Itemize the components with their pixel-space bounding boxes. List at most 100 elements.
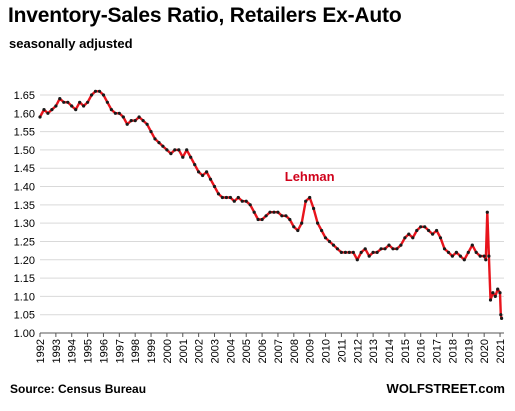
data-point [387, 243, 391, 247]
data-point [46, 111, 50, 115]
data-point [419, 225, 423, 229]
chart-subtitle: seasonally adjusted [9, 36, 133, 51]
data-point [359, 250, 363, 254]
data-point [474, 250, 478, 254]
y-tick-label: 1.25 [14, 236, 35, 248]
y-tick-label: 1.50 [14, 145, 35, 157]
data-point [129, 119, 133, 123]
data-point [105, 100, 109, 104]
data-point [177, 148, 181, 152]
data-point [54, 104, 58, 108]
data-point [500, 316, 504, 320]
y-tick-label: 1.20 [14, 255, 35, 267]
data-point [193, 163, 197, 167]
data-point [145, 122, 149, 126]
x-tick-label: 2012 [352, 339, 364, 363]
data-point [331, 243, 336, 247]
data-point [304, 199, 308, 203]
data-point [288, 217, 292, 222]
data-point [383, 247, 387, 251]
data-point [320, 228, 324, 233]
data-point [458, 254, 462, 258]
data-point [442, 247, 447, 251]
brand-logo-text: WOLFSTREET.com [386, 381, 505, 396]
x-tick-label: 2004 [225, 339, 237, 363]
data-point [216, 192, 221, 196]
data-point [498, 291, 502, 295]
data-point [165, 148, 169, 152]
x-tick-label: 2010 [321, 339, 333, 363]
x-tick-label: 2003 [209, 339, 221, 363]
data-point [244, 199, 248, 203]
data-point [379, 247, 383, 251]
data-point [367, 254, 371, 258]
data-point [292, 225, 296, 229]
data-point [121, 115, 125, 119]
data-point [339, 250, 343, 254]
data-point [308, 195, 312, 200]
x-tick-label: 1993 [51, 339, 63, 363]
data-point [185, 148, 189, 152]
data-point [205, 170, 209, 174]
x-tick-label: 1997 [114, 339, 126, 363]
x-tick-label: 2005 [241, 339, 253, 363]
x-tick-label: 2017 [432, 339, 444, 363]
x-tick-label: 2001 [178, 339, 190, 363]
data-point [272, 210, 276, 214]
data-point [363, 247, 367, 251]
data-point [240, 199, 244, 203]
data-point [482, 254, 486, 258]
data-point [491, 291, 495, 295]
data-point [236, 195, 240, 200]
x-tick-label: 1992 [35, 339, 47, 363]
x-tick-label: 2011 [336, 339, 348, 363]
data-point [375, 250, 379, 254]
axis-lines [39, 332, 504, 337]
data-point [268, 210, 272, 214]
y-tick-label: 1.60 [14, 108, 35, 120]
data-point [470, 243, 474, 247]
data-point [411, 236, 415, 240]
data-point [484, 258, 488, 262]
data-point [335, 247, 339, 251]
data-point [423, 225, 427, 229]
annotations: Lehman [285, 169, 335, 184]
data-point [399, 243, 403, 247]
data-point [93, 89, 98, 93]
data-point [173, 148, 177, 152]
data-point [427, 228, 431, 233]
data-point [431, 232, 435, 236]
y-tick-label: 1.40 [14, 182, 35, 194]
annotation-label: Lehman [285, 169, 335, 184]
data-point [66, 100, 70, 104]
data-point [117, 111, 121, 115]
data-point [296, 228, 300, 233]
data-point [284, 214, 288, 218]
data-point [141, 119, 145, 123]
data-point [395, 247, 399, 251]
data-point [97, 89, 102, 93]
data-point [446, 250, 451, 254]
data-point [327, 239, 332, 244]
x-tick-label: 2000 [162, 339, 174, 363]
x-tick-label: 2002 [194, 339, 206, 363]
y-tick-label: 1.05 [14, 310, 35, 322]
data-point [478, 254, 482, 258]
data-point [212, 184, 217, 189]
data-point [252, 210, 256, 214]
data-point [466, 250, 470, 254]
data-point [323, 236, 328, 240]
x-tick-label: 2015 [400, 339, 412, 363]
data-point [74, 108, 78, 112]
data-point [499, 313, 503, 317]
y-tick-labels: 1.00 1.05 1.10 1.15 1.20 1.25 1.30 1.35 1.40 1.45… [14, 90, 35, 340]
data-point [276, 210, 280, 214]
x-tick-label: 2019 [463, 339, 475, 363]
y-tick-label: 1.55 [14, 127, 35, 139]
data-point [78, 100, 82, 104]
data-point [224, 195, 228, 200]
y-tick-label: 1.45 [14, 163, 35, 175]
data-point [50, 108, 54, 112]
data-point [133, 119, 137, 123]
data-point [351, 250, 355, 254]
